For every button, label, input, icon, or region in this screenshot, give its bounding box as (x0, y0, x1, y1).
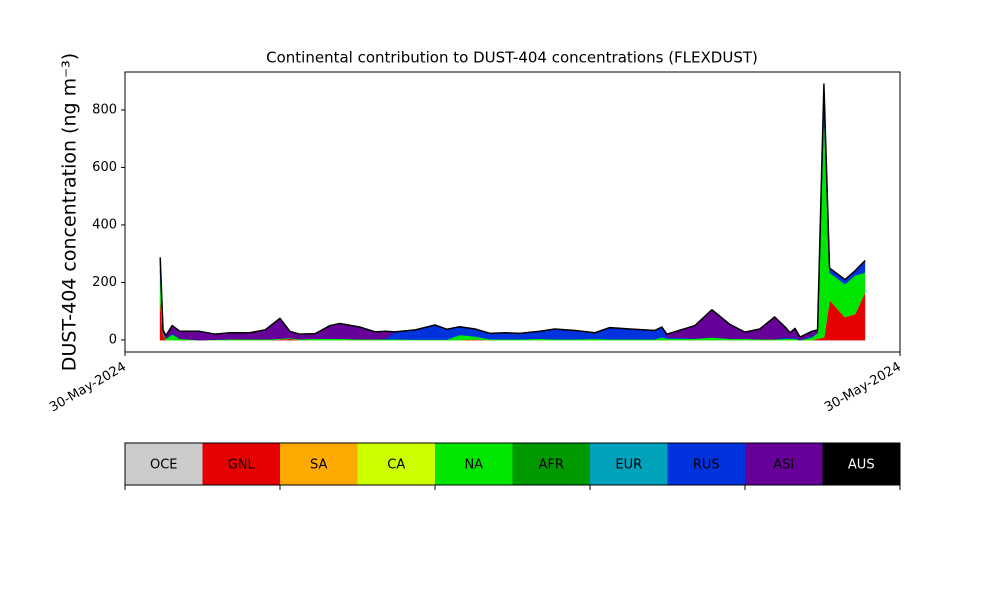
legend-swatch (512, 443, 591, 485)
area (159, 103, 866, 341)
legend-label: SA (310, 458, 327, 473)
chart-title: Continental contribution to DUST-404 con… (266, 49, 758, 67)
y-tick-label: 600 (92, 160, 117, 175)
y-tick-label: 200 (92, 275, 117, 290)
area (159, 83, 866, 341)
legend-label: OCE (150, 458, 178, 473)
y-tick-label: 800 (92, 102, 117, 117)
plot-frame (124, 71, 901, 353)
legend-swatch (822, 443, 901, 485)
legend-swatch (590, 443, 668, 485)
legend-swatch (745, 443, 823, 485)
legend-swatch (357, 443, 436, 485)
legend-swatch (280, 443, 358, 485)
legend-swatch (435, 443, 513, 485)
x-tick-label: 30-May-2024 (822, 360, 904, 416)
legend-label: GNL (228, 458, 256, 473)
legend-swatch (125, 443, 203, 485)
y-axis-label: DUST-404 concentration (ng m⁻³) (59, 53, 81, 371)
legend-swatch (202, 443, 281, 485)
y-tick-label: 400 (92, 217, 117, 232)
y-tick-label: 0 (109, 332, 117, 347)
area (159, 89, 866, 341)
legend-label: NA (464, 458, 483, 473)
area (159, 103, 866, 341)
area (159, 83, 866, 338)
legend-swatch (667, 443, 746, 485)
legend-frame (124, 442, 901, 486)
legend-label: EUR (615, 458, 642, 473)
area (159, 103, 866, 341)
legend-label: RUS (693, 458, 720, 473)
legend-label: AUS (848, 458, 875, 473)
legend-label: ASI (773, 458, 794, 473)
legend-label: CA (387, 458, 405, 473)
legend-label: AFR (539, 458, 564, 473)
